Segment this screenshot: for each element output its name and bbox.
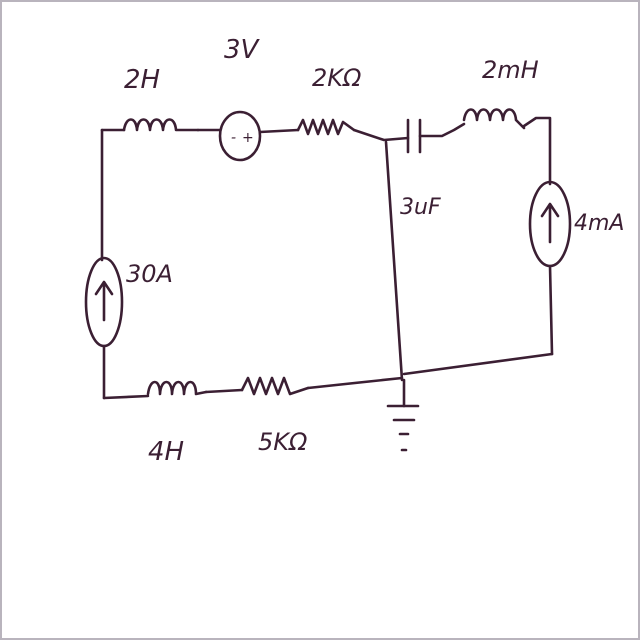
label-resistor-bottom: 5KΩ	[258, 428, 308, 456]
label-current-source-left: 30A	[126, 260, 173, 288]
wire-right-lower	[548, 264, 554, 356]
current-source-right	[528, 180, 572, 268]
resistor-top	[296, 118, 356, 136]
voltage-source: - +	[218, 110, 262, 162]
wire-bottom-left	[102, 394, 150, 400]
label-voltage-source: 3V	[224, 35, 261, 65]
label-resistor-top: 2KΩ	[312, 64, 362, 92]
wire-bottom-mid	[204, 388, 244, 394]
wire-bottom-to-node	[306, 376, 404, 390]
wire-top-mid2	[258, 128, 300, 134]
wire-top-right1	[418, 122, 466, 138]
wire-middle-vertical	[384, 140, 404, 382]
inductor-bottom	[146, 380, 208, 396]
wire-bottom-right	[402, 352, 554, 376]
inductor-top-right	[462, 108, 526, 130]
label-inductor-bottom: 4H	[148, 437, 184, 467]
label-inductor-top-right: 2mH	[482, 56, 539, 84]
label-current-source-right: 4mA	[574, 211, 624, 236]
arrow-up-icon	[540, 202, 560, 244]
current-source-left	[84, 256, 124, 348]
capacitor	[406, 118, 422, 154]
inductor-top-left	[122, 118, 200, 132]
voltage-source-minus: -	[231, 130, 236, 146]
wire-top-right2	[522, 116, 552, 186]
wire-top-mid3	[352, 128, 410, 142]
label-inductor-top-left: 2H	[124, 65, 160, 95]
label-capacitor: 3uF	[400, 195, 441, 220]
voltage-source-plus: +	[242, 130, 254, 146]
resistor-bottom	[240, 376, 310, 396]
arrow-up-icon	[94, 280, 114, 322]
ground-icon	[386, 378, 420, 452]
